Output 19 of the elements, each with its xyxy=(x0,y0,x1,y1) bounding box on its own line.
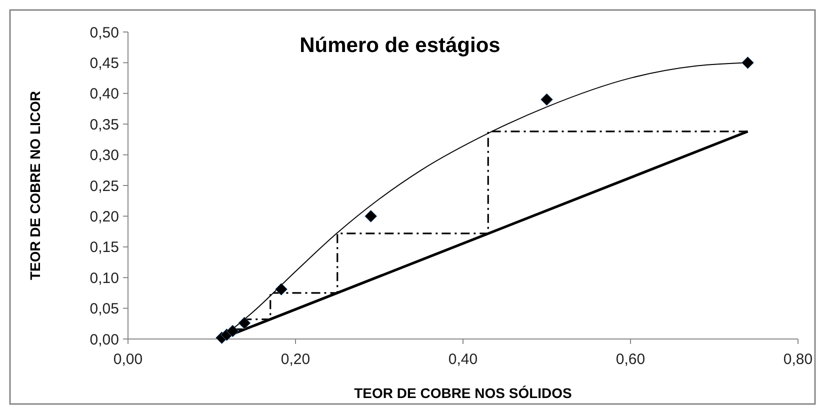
y-tick-label: 0,10 xyxy=(90,270,119,287)
y-tick-label: 0,20 xyxy=(90,208,119,226)
y-axis-title: TEOR DE COBRE NO LICOR xyxy=(27,90,43,280)
y-tick-label: 0,35 xyxy=(90,116,119,134)
y-tick-label: 0,50 xyxy=(90,24,119,42)
y-tick-label: 0,00 xyxy=(90,331,119,348)
x-tick-label: 0,00 xyxy=(113,351,143,368)
y-tick-label: 0,15 xyxy=(90,239,119,256)
y-tick-label: 0,40 xyxy=(90,86,119,103)
y-tick-label: 0,30 xyxy=(90,147,119,164)
y-tick-label: 0,25 xyxy=(90,178,119,195)
y-tick-label: 0,05 xyxy=(90,300,119,318)
x-tick-label: 0,40 xyxy=(448,351,478,368)
y-tick-label: 0,45 xyxy=(90,54,119,72)
x-tick-label: 0,60 xyxy=(616,351,646,368)
chart-title: Número de estágios xyxy=(300,34,500,57)
x-axis-title: TEOR DE COBRE NOS SÓLIDOS xyxy=(354,385,572,401)
x-tick-label: 0,20 xyxy=(280,351,310,368)
x-tick-label: 0,80 xyxy=(783,351,813,368)
